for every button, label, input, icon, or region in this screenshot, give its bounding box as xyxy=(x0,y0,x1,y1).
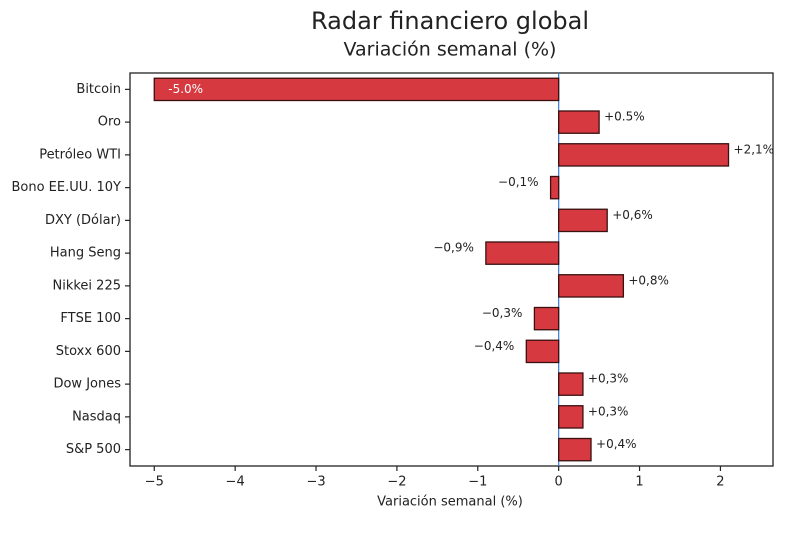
value-label: +0,8% xyxy=(628,273,669,287)
y-tick-label: DXY (Dólar) xyxy=(45,213,121,228)
y-tick-label: FTSE 100 xyxy=(60,311,121,326)
y-tick-label: Dow Jones xyxy=(53,377,121,392)
bar xyxy=(558,208,608,233)
bar xyxy=(558,372,584,396)
value-label: −0,1% xyxy=(498,175,539,189)
y-tick-label: Stoxx 600 xyxy=(56,344,121,359)
x-tick-label: 0 xyxy=(555,475,563,490)
y-tick-label: S&P 500 xyxy=(66,442,121,457)
bar xyxy=(558,110,600,134)
value-label: +0,3% xyxy=(588,372,629,386)
x-tick-label: −3 xyxy=(306,475,325,490)
bar xyxy=(525,339,560,364)
bar xyxy=(558,405,584,429)
x-tick-label: −1 xyxy=(468,475,487,490)
bar xyxy=(153,77,560,102)
y-tick-label: Hang Seng xyxy=(50,246,121,261)
x-tick-label: 1 xyxy=(635,475,643,490)
x-tick-label: −2 xyxy=(387,475,406,490)
bar xyxy=(558,437,592,462)
value-label: −0,9% xyxy=(433,241,474,255)
y-tick-label: Bitcoin xyxy=(76,82,121,97)
bar xyxy=(485,241,560,265)
chart-subtitle: Variación semanal (%) xyxy=(344,39,557,61)
y-tick-label: Petróleo WTI xyxy=(39,147,121,162)
plot-frame xyxy=(129,72,774,467)
x-axis-label: Variación semanal (%) xyxy=(377,495,523,510)
bar xyxy=(558,274,625,298)
chart-title: Radar financiero global xyxy=(311,7,589,35)
value-label: +2,1% xyxy=(734,142,775,156)
bar xyxy=(558,143,730,167)
y-tick-label: Oro xyxy=(98,115,121,130)
x-tick-label: −4 xyxy=(226,475,245,490)
value-label: -5.0% xyxy=(168,82,203,96)
x-tick-label: 2 xyxy=(716,475,724,490)
value-label: +0,6% xyxy=(612,208,653,222)
bar xyxy=(533,306,560,331)
bar xyxy=(549,175,560,200)
value-label: +0.5% xyxy=(604,110,645,124)
value-label: −0,4% xyxy=(474,339,515,353)
value-label: +0,3% xyxy=(588,404,629,418)
y-tick-label: Nikkei 225 xyxy=(53,278,122,293)
value-label: +0,4% xyxy=(596,437,637,451)
y-tick-label: Bono EE.UU. 10Y xyxy=(11,180,121,195)
x-tick-label: −5 xyxy=(145,475,164,490)
value-label: −0,3% xyxy=(482,306,523,320)
y-tick-label: Nasdaq xyxy=(72,409,121,424)
